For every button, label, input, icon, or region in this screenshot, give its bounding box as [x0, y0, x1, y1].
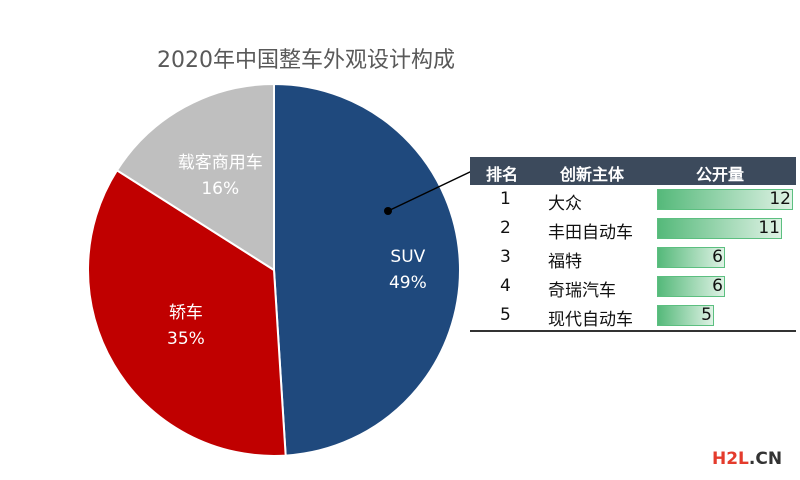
col-header-name: 创新主体 — [560, 165, 625, 184]
pie-slice-2 — [115, 82, 275, 272]
ranking-table: 排名 创新主体 公开量 1 大众 12 2 丰田自动车 11 3 福特 6 4 奇瑞汽车 6 5 现代自动… — [470, 157, 796, 332]
table-body: 1 大众 12 2 丰田自动车 11 3 福特 6 4 奇瑞汽车 6 5 现代自动车 5 — [470, 185, 796, 330]
value-bar — [657, 276, 725, 297]
name-cell: 大众 — [548, 194, 582, 214]
rank-cell: 4 — [500, 276, 511, 296]
chart-title: 2020年中国整车外观设计构成 — [157, 48, 455, 73]
rank-cell: 3 — [500, 247, 511, 267]
table-row: 1 大众 12 — [470, 185, 796, 214]
value-bar — [657, 218, 782, 239]
table-row: 5 现代自动车 5 — [470, 301, 796, 330]
table-row: 3 福特 6 — [470, 243, 796, 272]
value-cell: 6 — [712, 276, 723, 296]
name-cell: 现代自动车 — [548, 310, 633, 330]
value-bar — [657, 305, 714, 326]
watermark-logo: H2L.CN — [712, 449, 783, 469]
pie-slice-0 — [273, 82, 461, 457]
name-cell: 福特 — [548, 252, 582, 272]
name-cell: 丰田自动车 — [548, 223, 633, 243]
col-header-count: 公开量 — [696, 165, 745, 184]
col-header-rank: 排名 — [486, 165, 519, 184]
slice-label-1: 轿车 — [169, 303, 203, 323]
value-bar — [657, 189, 793, 210]
slice-value-label-1: 35% — [167, 329, 205, 349]
table-row: 4 奇瑞汽车 6 — [470, 272, 796, 301]
slice-label-0: SUV — [390, 247, 425, 267]
callout-dot — [384, 207, 392, 215]
table-bottom-rule — [470, 330, 796, 332]
value-cell: 12 — [769, 189, 791, 209]
callout-line — [387, 170, 473, 212]
pie-slice-1 — [87, 168, 287, 457]
name-cell: 奇瑞汽车 — [548, 281, 616, 301]
value-cell: 11 — [758, 218, 780, 238]
table-header: 排名 创新主体 公开量 — [470, 157, 796, 185]
slice-value-label-0: 49% — [389, 273, 427, 293]
rank-cell: 2 — [500, 218, 511, 238]
value-cell: 5 — [701, 305, 712, 325]
rank-cell: 1 — [500, 189, 511, 209]
value-bar — [657, 247, 725, 268]
value-cell: 6 — [712, 247, 723, 267]
slice-label-2: 载客商用车 — [178, 153, 263, 173]
rank-cell: 5 — [500, 305, 511, 325]
table-row: 2 丰田自动车 11 — [470, 214, 796, 243]
slice-value-label-2: 16% — [201, 179, 239, 199]
